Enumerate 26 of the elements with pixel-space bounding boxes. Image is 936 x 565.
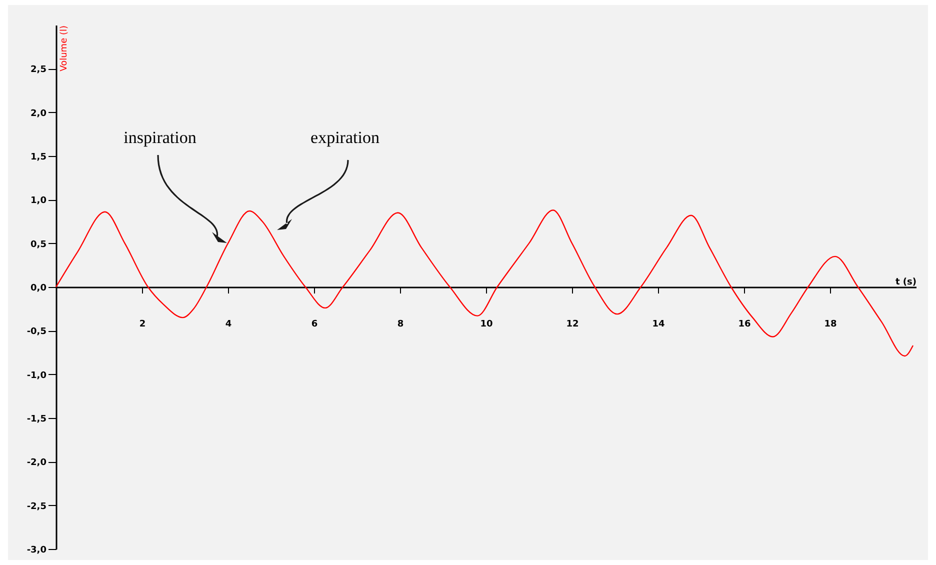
y-tick-label: -2,0 [26,458,46,468]
y-tick-label: 0,0 [30,284,46,294]
annotation: expiration [310,128,380,147]
x-axis-title: t (s) [895,278,916,288]
x-tick-label: 10 [480,320,493,330]
y-tick-label: 0,5 [30,240,46,250]
annotation: inspiration [124,128,197,147]
y-tick-label: -1,0 [26,370,46,381]
y-tick-label: -3,0 [26,546,46,556]
y-axis-title: Volume (l) [60,26,70,72]
y-tick-label: -0,5 [26,327,46,338]
x-tick-label: 12 [566,320,579,330]
x-tick-label: 4 [225,320,232,330]
x-tick-label: 16 [738,320,751,330]
x-tick-label: 6 [311,320,318,330]
x-tick-label: 14 [652,320,665,330]
y-tick-label: -1,5 [26,414,46,424]
x-tick-label: 2 [139,320,146,330]
y-tick-label: 1,5 [30,152,46,162]
y-tick-label: 1,0 [30,196,46,206]
y-tick-label: 2,0 [30,108,46,119]
x-tick-label: 8 [397,320,404,330]
line-series [55,210,914,357]
x-tick-label: 18 [824,320,837,330]
y-tick-label: 2,5 [30,65,46,76]
y-tick-label: -2,5 [26,502,46,512]
